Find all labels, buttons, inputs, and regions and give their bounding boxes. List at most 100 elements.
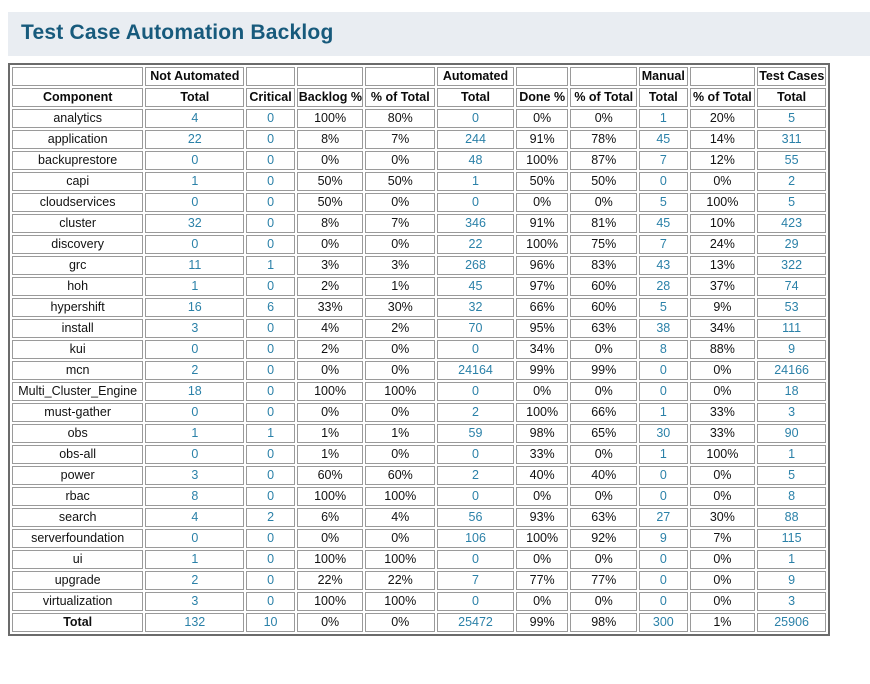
value-cell: 0 <box>437 445 514 464</box>
value-cell: 60% <box>296 466 364 485</box>
value-cell: 5 <box>639 193 688 212</box>
value-cell: 50% <box>296 172 364 191</box>
table-row: application 22 0 8% 7% 244 91% 78% 45 14% 311 <box>12 130 826 149</box>
value-cell: 0 <box>246 319 295 338</box>
value-cell: 22% <box>365 571 436 590</box>
value-cell: 100% <box>515 403 569 422</box>
value-cell: 99% <box>515 613 569 632</box>
value-cell: 268 <box>437 256 514 275</box>
value-cell: 0 <box>639 571 688 590</box>
value-cell: 1 <box>145 424 245 443</box>
value-cell: 0% <box>689 550 756 569</box>
value-cell: 1% <box>689 613 756 632</box>
component-cell: cluster <box>12 214 144 233</box>
component-cell: hypershift <box>12 298 144 317</box>
value-cell: 74 <box>757 277 826 296</box>
value-cell: 300 <box>639 613 688 632</box>
value-cell: 0% <box>689 361 756 380</box>
component-cell: Multi_Cluster_Engine <box>12 382 144 401</box>
value-cell: 0% <box>365 193 436 212</box>
value-cell: 2% <box>365 319 436 338</box>
group-header-automated: Automated <box>437 67 514 86</box>
value-cell: 77% <box>570 571 638 590</box>
table-row: cloudservices 0 0 50% 0% 0 0% 0% 5 100% 5 <box>12 193 826 212</box>
value-cell: 48 <box>437 151 514 170</box>
value-cell: 9% <box>689 298 756 317</box>
page: Test Case Automation Backlog Not Automat… <box>0 12 870 684</box>
value-cell: 96% <box>515 256 569 275</box>
column-header-na-total: Total <box>145 88 245 107</box>
value-cell: 20% <box>689 109 756 128</box>
value-cell: 45 <box>639 214 688 233</box>
component-cell: cloudservices <box>12 193 144 212</box>
value-cell: 0% <box>689 172 756 191</box>
value-cell: 34% <box>689 319 756 338</box>
component-cell: backuprestore <box>12 151 144 170</box>
value-cell: 8 <box>145 487 245 506</box>
value-cell: 3 <box>145 319 245 338</box>
value-cell: 0 <box>246 466 295 485</box>
value-cell: 0 <box>246 130 295 149</box>
value-cell: 22 <box>437 235 514 254</box>
group-header-test-cases: Test Cases <box>757 67 826 86</box>
value-cell: 100% <box>515 529 569 548</box>
automation-backlog-table: Not Automated Automated Manual Test Case… <box>8 63 830 636</box>
value-cell: 22% <box>296 571 364 590</box>
value-cell: 0% <box>515 487 569 506</box>
value-cell: 37% <box>689 277 756 296</box>
value-cell: 0% <box>296 151 364 170</box>
value-cell: 0 <box>639 550 688 569</box>
value-cell: 0 <box>145 151 245 170</box>
value-cell: 18 <box>757 382 826 401</box>
value-cell: 2 <box>246 508 295 527</box>
group-header-cell <box>570 67 638 86</box>
value-cell: 78% <box>570 130 638 149</box>
value-cell: 0% <box>515 550 569 569</box>
value-cell: 50% <box>515 172 569 191</box>
component-cell: hoh <box>12 277 144 296</box>
value-cell: 7% <box>365 214 436 233</box>
value-cell: 40% <box>570 466 638 485</box>
value-cell: 0% <box>296 361 364 380</box>
value-cell: 1 <box>639 445 688 464</box>
value-cell: 12% <box>689 151 756 170</box>
title-bar: Test Case Automation Backlog <box>8 12 870 56</box>
value-cell: 30 <box>639 424 688 443</box>
value-cell: 111 <box>757 319 826 338</box>
value-cell: 100% <box>296 592 364 611</box>
value-cell: 0 <box>145 445 245 464</box>
value-cell: 4% <box>296 319 364 338</box>
value-cell: 80% <box>365 109 436 128</box>
value-cell: 33% <box>296 298 364 317</box>
value-cell: 34% <box>515 340 569 359</box>
value-cell: 83% <box>570 256 638 275</box>
value-cell: 66% <box>570 403 638 422</box>
value-cell: 0% <box>365 445 436 464</box>
value-cell: 0% <box>570 109 638 128</box>
value-cell: 2 <box>145 571 245 590</box>
value-cell: 4% <box>365 508 436 527</box>
value-cell: 5 <box>757 193 826 212</box>
value-cell: 59 <box>437 424 514 443</box>
value-cell: 45 <box>437 277 514 296</box>
value-cell: 18 <box>145 382 245 401</box>
value-cell: 0 <box>246 277 295 296</box>
component-cell: obs <box>12 424 144 443</box>
table-row: analytics 4 0 100% 80% 0 0% 0% 1 20% 5 <box>12 109 826 128</box>
value-cell: 7 <box>437 571 514 590</box>
value-cell: 5 <box>757 109 826 128</box>
group-header-row: Not Automated Automated Manual Test Case… <box>12 67 826 86</box>
value-cell: 0% <box>365 613 436 632</box>
value-cell: 8 <box>639 340 688 359</box>
value-cell: 28 <box>639 277 688 296</box>
value-cell: 88 <box>757 508 826 527</box>
column-header-manual-pct-of-total: % of Total <box>689 88 756 107</box>
value-cell: 0 <box>246 214 295 233</box>
value-cell: 0% <box>365 235 436 254</box>
value-cell: 3 <box>757 592 826 611</box>
value-cell: 0 <box>246 550 295 569</box>
value-cell: 90 <box>757 424 826 443</box>
value-cell: 100% <box>515 235 569 254</box>
group-header-cell <box>515 67 569 86</box>
column-header-critical: Critical <box>246 88 295 107</box>
